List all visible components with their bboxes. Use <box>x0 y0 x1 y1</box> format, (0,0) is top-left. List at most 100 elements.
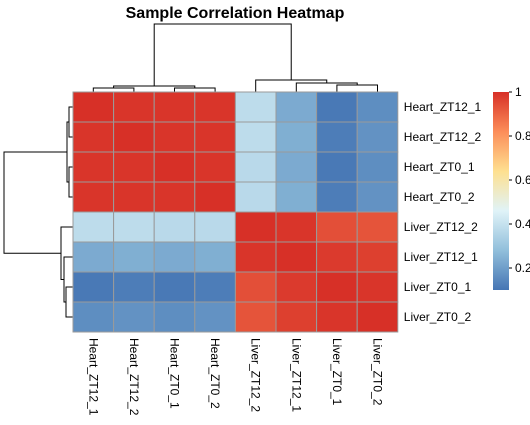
heatmap-cell <box>153 301 196 333</box>
heatmap-cell <box>194 151 236 183</box>
dendrogram-branch <box>63 256 73 303</box>
dendrogram-branch <box>92 87 135 92</box>
heatmap-cell <box>356 241 399 273</box>
heatmap-cell <box>72 241 115 273</box>
heatmap-cells <box>72 91 399 333</box>
colorbar-tick-label: 0.8 <box>515 129 530 143</box>
column-label: Liver_ZT0_2 <box>371 338 385 406</box>
heatmap-cell <box>234 121 277 153</box>
heatmap-cell <box>234 271 277 303</box>
row-label: Liver_ZT0_1 <box>404 280 472 294</box>
heatmap-cell <box>356 151 399 183</box>
heatmap-cell <box>316 241 358 273</box>
row-label: Liver_ZT0_2 <box>404 310 472 324</box>
heatmap-cell <box>234 181 277 213</box>
heatmap-cell <box>153 121 196 153</box>
heatmap-cell <box>275 301 318 333</box>
heatmap-cell <box>275 121 318 153</box>
heatmap-cell <box>316 151 358 183</box>
column-labels: Heart_ZT12_1 Heart_ZT12_2 Heart_ZT0_1 Heart… <box>86 338 384 416</box>
heatmap-cell <box>113 151 155 183</box>
heatmap-cell <box>72 121 115 153</box>
column-label: Liver_ZT0_1 <box>330 338 344 406</box>
heatmap-cell <box>153 241 196 273</box>
heatmap-cell <box>234 151 277 183</box>
heatmap-cell <box>234 211 277 243</box>
row-dendrogram <box>3 106 73 318</box>
column-label: Heart_ZT0_2 <box>208 338 222 409</box>
heatmap-cell <box>113 271 155 303</box>
heatmap-cell <box>234 301 277 333</box>
dendrogram-branch <box>295 82 358 92</box>
dendrogram-branch <box>153 23 292 86</box>
color-legend: 0.2 0.4 0.6 0.8 1 <box>493 85 530 290</box>
dendrogram-branch <box>60 226 73 280</box>
heatmap-cell <box>316 211 358 243</box>
dendrogram-branch <box>174 87 216 92</box>
row-label: Liver_ZT12_1 <box>404 250 478 264</box>
heatmap-cell <box>194 241 236 273</box>
column-label: Heart_ZT12_1 <box>86 338 100 416</box>
row-label: Heart_ZT12_2 <box>404 130 482 144</box>
heatmap-cell <box>316 301 358 333</box>
heatmap-cell <box>275 181 318 213</box>
heatmap-cell <box>72 271 115 303</box>
heatmap-cell <box>316 181 358 213</box>
row-labels: Heart_ZT12_1 Heart_ZT12_2 Heart_ZT0_1 Heart… <box>404 100 482 324</box>
heatmap-cell <box>356 301 399 333</box>
heatmap-cell <box>275 241 318 273</box>
heatmap-cell <box>113 301 155 333</box>
column-label: Liver_ZT12_1 <box>289 338 303 412</box>
heatmap-cell <box>153 271 196 303</box>
heatmap-cell <box>275 151 318 183</box>
heatmap-cell <box>316 121 358 153</box>
heatmap-cell <box>113 91 155 123</box>
colorbar-tick-label: 0.4 <box>515 217 530 231</box>
heatmap-cell <box>356 211 399 243</box>
heatmap-cell <box>113 211 155 243</box>
heatmap-cell <box>72 211 115 243</box>
heatmap-cell <box>194 181 236 213</box>
heatmap-cell <box>356 91 399 123</box>
heatmap-cell <box>275 211 318 243</box>
heatmap-cell <box>234 241 277 273</box>
heatmap-cell <box>194 91 236 123</box>
dendrogram-branch <box>65 286 73 318</box>
heatmap-cell <box>72 91 115 123</box>
colorbar-gradient <box>493 92 509 290</box>
column-dendrogram <box>92 23 378 92</box>
row-label: Heart_ZT12_1 <box>404 100 482 114</box>
row-label: Heart_ZT0_2 <box>404 190 475 204</box>
heatmap-cell <box>72 181 115 213</box>
column-label: Heart_ZT0_1 <box>168 338 182 409</box>
heatmap-cell <box>316 271 358 303</box>
heatmap-cell <box>153 181 196 213</box>
chart-title: Sample Correlation Heatmap <box>126 5 345 22</box>
heatmap-cell <box>194 271 236 303</box>
heatmap-cell <box>275 271 318 303</box>
dendrogram-branch <box>3 151 67 254</box>
row-label: Heart_ZT0_1 <box>404 160 475 174</box>
column-label: Liver_ZT12_2 <box>249 338 263 412</box>
row-label: Liver_ZT12_2 <box>404 220 478 234</box>
colorbar-tick-label: 0.6 <box>515 173 530 187</box>
heatmap-cell <box>113 241 155 273</box>
dendrogram-branch <box>68 166 73 198</box>
colorbar-tick-label: 1 <box>515 85 522 99</box>
heatmap-cell <box>153 91 196 123</box>
heatmap-cell <box>275 91 318 123</box>
heatmap-cell <box>153 151 196 183</box>
column-label: Heart_ZT12_2 <box>127 338 141 416</box>
heatmap-cell <box>113 181 155 213</box>
heatmap-cell <box>194 211 236 243</box>
heatmap-cell <box>72 151 115 183</box>
heatmap-cell <box>113 121 155 153</box>
colorbar-tick-label: 0.2 <box>515 261 530 275</box>
heatmap-cell <box>194 301 236 333</box>
dendrogram-branch <box>68 106 73 138</box>
heatmap-cell <box>356 271 399 303</box>
dendrogram-branch <box>255 79 328 92</box>
dendrogram-branch <box>336 84 378 92</box>
heatmap-cell <box>234 91 277 123</box>
